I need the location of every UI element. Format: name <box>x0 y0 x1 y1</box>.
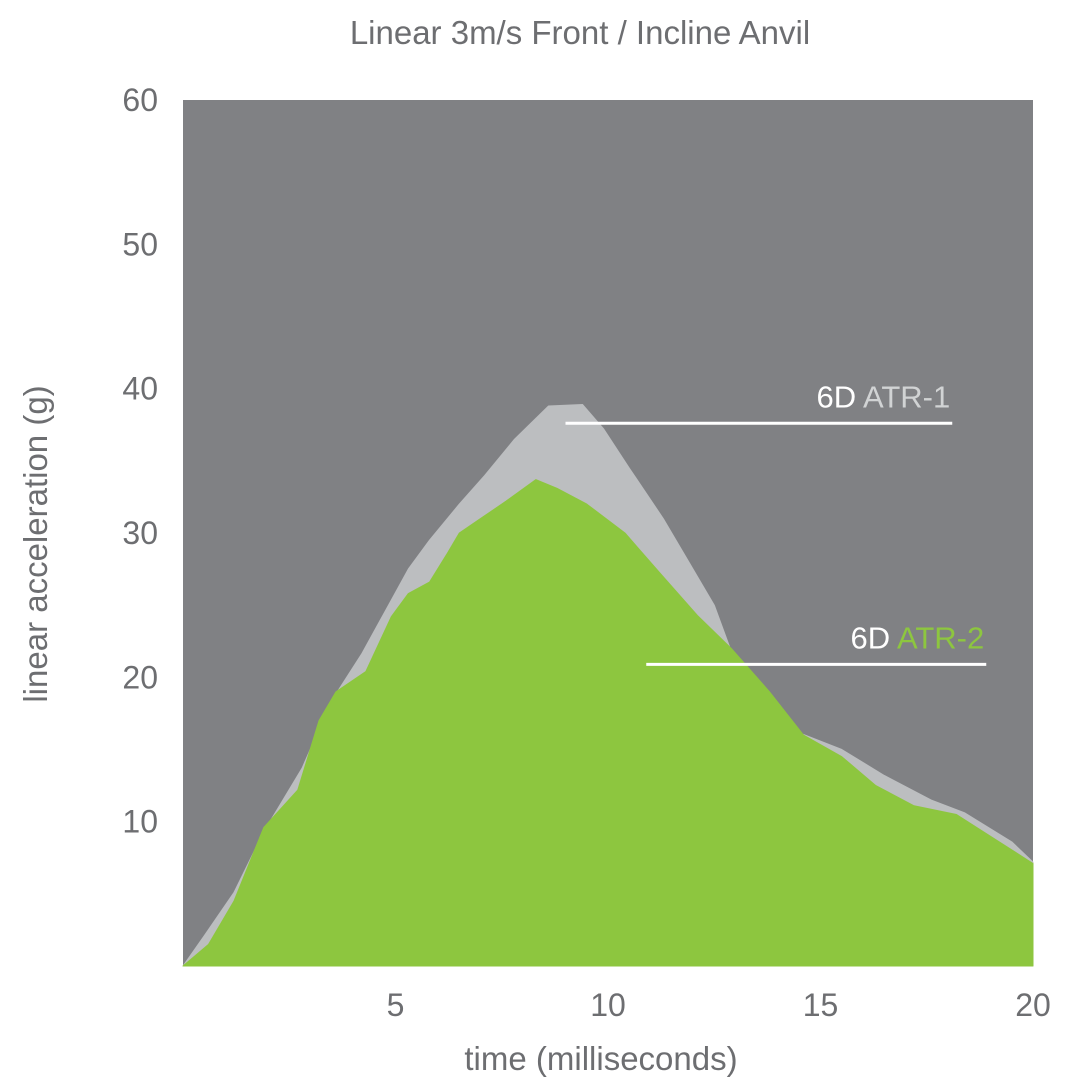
series-label-prefix: 6D <box>850 620 897 655</box>
series-label-atr-1: 6D ATR-1 <box>816 379 950 414</box>
series-label-name: ATR-1 <box>863 379 950 414</box>
x-tick-label: 15 <box>803 987 839 1023</box>
x-tick-label: 10 <box>590 987 626 1023</box>
y-tick-label: 10 <box>122 804 158 840</box>
series-area-atr-2 <box>182 479 1034 967</box>
x-axis-ticks: 5 10 15 20 <box>387 987 1051 1023</box>
y-axis-label: linear acceleration (g) <box>17 385 54 702</box>
series-areas <box>182 404 1034 967</box>
leader-lines <box>565 421 987 666</box>
x-tick-label: 5 <box>387 987 405 1023</box>
y-tick-label: 30 <box>122 515 158 551</box>
y-tick-label: 40 <box>122 371 158 407</box>
series-label-name: ATR-2 <box>897 620 984 655</box>
y-tick-label: 20 <box>122 659 158 695</box>
y-axis-ticks: 10 20 30 40 50 60 <box>122 82 158 840</box>
chart-title: Linear 3m/s Front / Incline Anvil <box>350 14 810 51</box>
series-label-atr-2: 6D ATR-2 <box>850 620 984 655</box>
y-tick-label: 50 <box>122 226 158 262</box>
series-labels: 6D ATR-16D ATR-2 <box>816 379 984 655</box>
x-tick-label: 20 <box>1015 987 1051 1023</box>
y-tick-label: 60 <box>122 82 158 118</box>
series-label-prefix: 6D <box>816 379 863 414</box>
x-axis-label: time (milliseconds) <box>464 1040 737 1077</box>
